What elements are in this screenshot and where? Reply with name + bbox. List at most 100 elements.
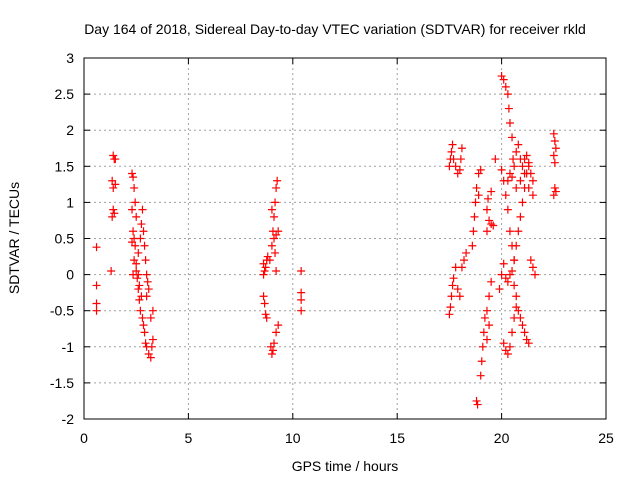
data-point [137, 220, 146, 229]
data-point [128, 205, 137, 214]
data-point [516, 212, 525, 221]
data-point [297, 295, 306, 304]
data-point [479, 328, 488, 337]
data-point [484, 194, 493, 203]
x-tick-label: 5 [185, 430, 193, 446]
data-point [130, 256, 139, 265]
data-point [514, 140, 523, 149]
data-point [491, 155, 500, 164]
data-point [92, 299, 101, 308]
data-point [261, 263, 270, 272]
y-tick-label: 0.5 [55, 231, 75, 247]
data-point [505, 169, 514, 178]
data-point [505, 118, 514, 127]
chart-title: Day 164 of 2018, Sidereal Day-to-day VTE… [84, 21, 586, 37]
x-tick-label: 10 [285, 430, 301, 446]
y-tick-label: -2 [62, 411, 75, 427]
data-point [143, 277, 152, 286]
data-point [509, 155, 518, 164]
data-point [107, 266, 116, 275]
data-point [109, 205, 118, 214]
data-point [110, 209, 119, 218]
data-point [272, 328, 281, 337]
data-point [522, 151, 531, 160]
data-point [471, 198, 480, 207]
data-point [259, 292, 268, 301]
data-point [470, 212, 479, 221]
data-point [510, 256, 519, 265]
data-point [549, 129, 558, 138]
data-point [526, 256, 535, 265]
data-point [148, 335, 157, 344]
data-point [142, 270, 151, 279]
data-point [469, 227, 478, 236]
data-point [453, 169, 462, 178]
data-point [504, 104, 513, 113]
data-point [520, 155, 529, 164]
data-point [524, 339, 533, 348]
gridlines [84, 58, 606, 419]
data-point [445, 310, 454, 319]
data-point [518, 321, 527, 330]
data-point [137, 292, 146, 301]
data-point [485, 321, 494, 330]
y-tick-label: 1.5 [55, 158, 75, 174]
y-tick-label: -1 [62, 339, 75, 355]
data-point [499, 75, 508, 84]
data-point [261, 310, 270, 319]
data-point [146, 313, 155, 322]
data-point [140, 328, 149, 337]
data-point [448, 281, 457, 290]
x-tick-label: 20 [494, 430, 510, 446]
data-point [485, 292, 494, 301]
data-point [497, 165, 506, 174]
data-point [111, 180, 120, 189]
data-point [510, 162, 519, 171]
data-point [138, 313, 147, 322]
data-point [260, 266, 269, 275]
y-tick-label: 2.5 [55, 86, 75, 102]
data-point [510, 281, 519, 290]
data-point [474, 169, 483, 178]
data-point [92, 281, 101, 290]
data-point [271, 248, 280, 257]
data-point [477, 357, 486, 366]
data-point [456, 155, 465, 164]
data-point [531, 270, 540, 279]
y-tick-label: 1 [66, 194, 74, 210]
data-point [516, 176, 525, 185]
data-point [130, 183, 139, 192]
data-point [474, 191, 483, 200]
data-point [476, 371, 485, 380]
data-point [518, 162, 527, 171]
data-point [136, 234, 145, 243]
data-point [453, 285, 462, 294]
data-point [501, 346, 510, 355]
y-axis-label: SDTVAR / TECUs [6, 182, 22, 294]
data-point [501, 191, 510, 200]
data-point [518, 198, 527, 207]
x-tick-label: 25 [598, 430, 614, 446]
data-point [508, 328, 517, 337]
data-point [133, 274, 142, 283]
y-tick-label: 2 [66, 122, 74, 138]
y-tick-label: 0 [66, 267, 74, 283]
data-point [482, 205, 491, 214]
data-point [457, 144, 466, 153]
data-point [273, 176, 282, 185]
data-point [144, 285, 153, 294]
data-point [524, 183, 533, 192]
data-point [497, 270, 506, 279]
data-point [551, 187, 560, 196]
data-point [487, 187, 496, 196]
data-point [265, 256, 274, 265]
data-point [478, 342, 487, 351]
data-point [476, 165, 485, 174]
data-point [505, 227, 514, 236]
data-points [92, 72, 560, 409]
data-point [501, 82, 510, 91]
data-point [485, 216, 494, 225]
data-point [128, 169, 137, 178]
data-point [528, 176, 537, 185]
